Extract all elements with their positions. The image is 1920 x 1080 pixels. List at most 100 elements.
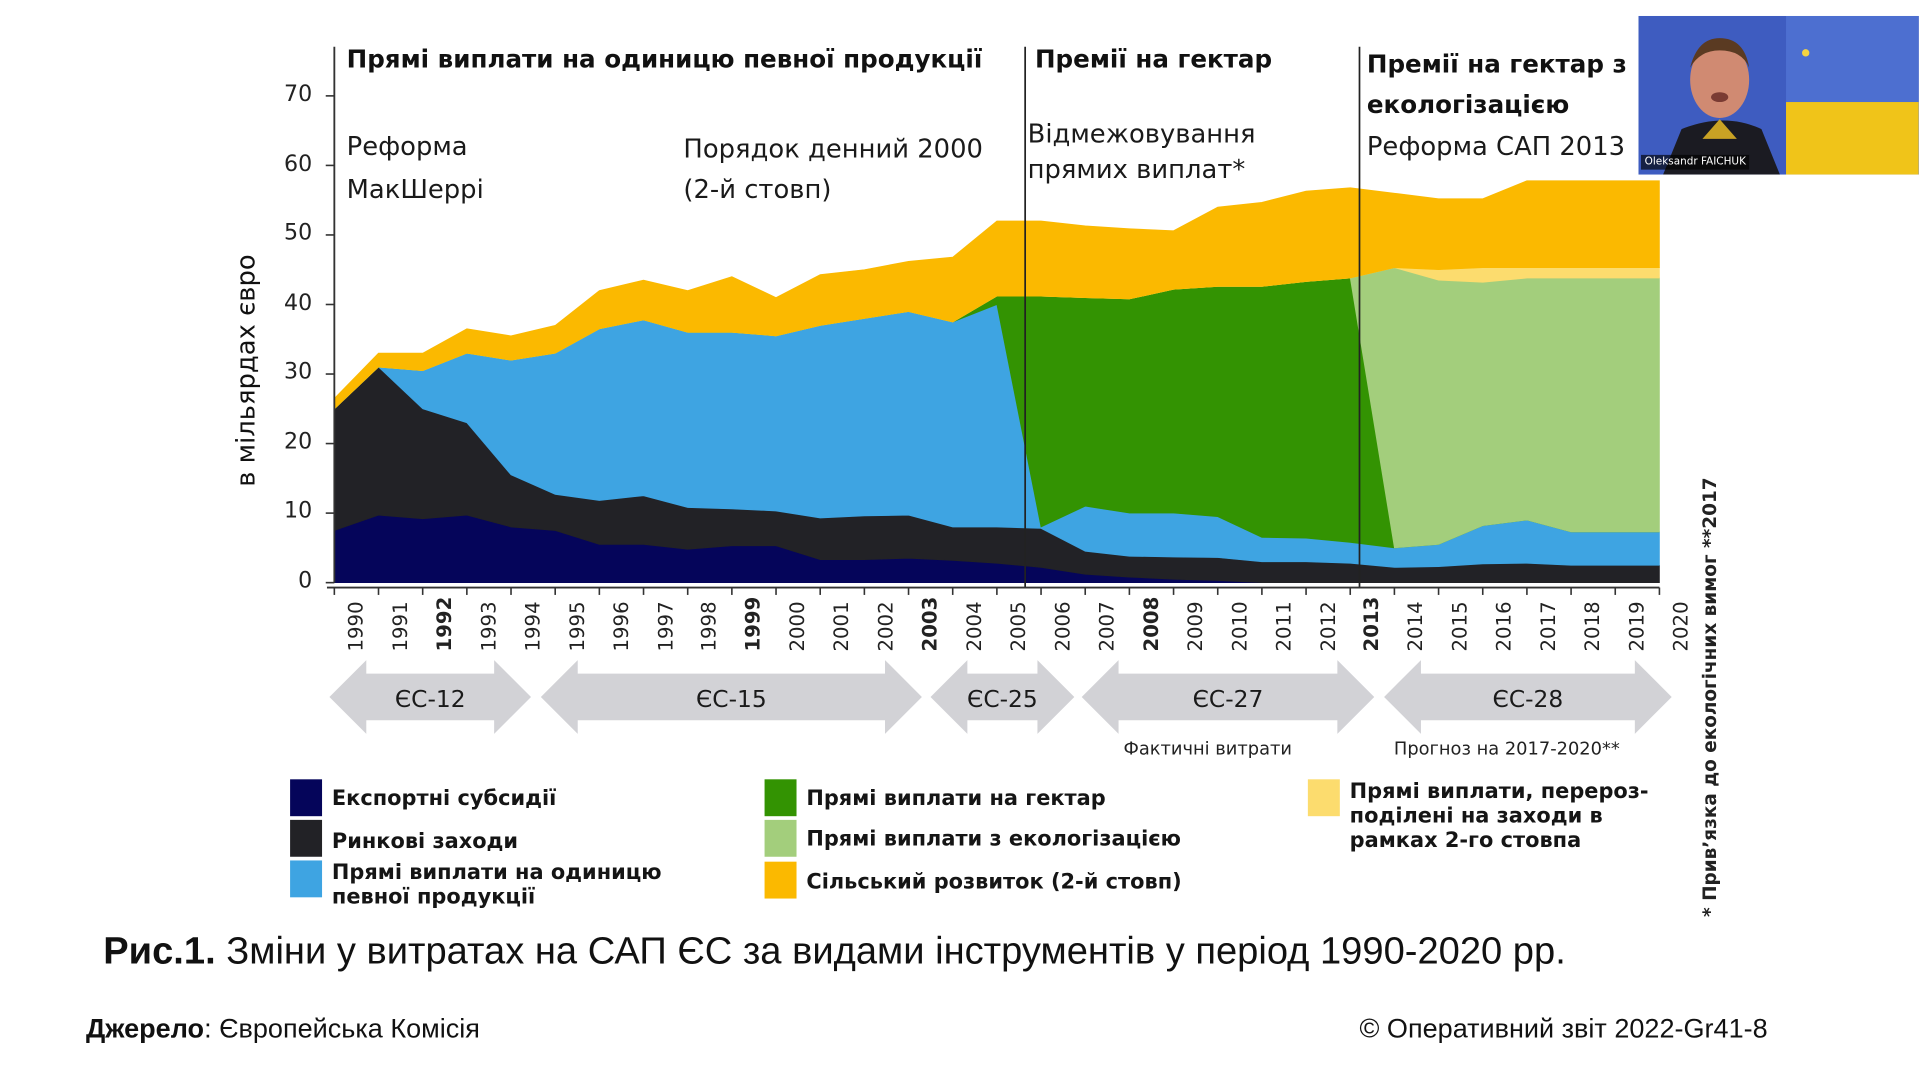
x-tick-label: 1994 [520, 601, 545, 652]
legend-label-line: поділені на заходи в [1349, 803, 1603, 829]
phase3-title-line2: екологізацією [1366, 89, 1570, 120]
area-series-6 [333, 180, 1660, 410]
legend-label: Ринкові заходи [331, 829, 519, 855]
x-tick-label: 2014 [1404, 601, 1428, 652]
x-tick-label: 1996 [609, 601, 633, 652]
figure-number: Рис.1. [103, 929, 216, 973]
x-tick-label: 2002 [874, 601, 898, 652]
x-tick-label: 1998 [697, 601, 721, 652]
x-tick-label: 2003 [918, 596, 942, 652]
reform-macsharry-line2: МакШеррі [346, 174, 484, 205]
decoupling-line2: прямих виплат* [1027, 154, 1246, 185]
x-tick-label: 2016 [1492, 601, 1516, 652]
legend-label: Прямі виплати на гектар [806, 786, 1106, 812]
participant-name: Oleksandr FAICHUK [1640, 154, 1750, 170]
y-tick-label: 0 [298, 567, 313, 594]
x-tick-label: 2005 [1006, 601, 1031, 652]
x-tick-label: 2012 [1315, 601, 1340, 652]
x-tick-label: 2008 [1139, 596, 1163, 652]
x-tick-label: 2000 [785, 601, 810, 652]
webcam-video-frame [1638, 15, 1919, 175]
legend-market-measures: Ринкові заходи [290, 819, 519, 857]
x-tick-label: 2011 [1271, 601, 1296, 652]
legend-coupled-payments: Прямі виплати на одиницю певної продукці… [290, 860, 662, 910]
x-tick-label: 1993 [476, 601, 501, 652]
x-tick-label: 2020 [1669, 601, 1693, 652]
legend-rural-development: Сільський розвиток (2-й стовп) [764, 861, 1182, 899]
legend-label-line: певної продукції [331, 885, 536, 910]
legend-swatch [290, 860, 323, 898]
era-arrows: ЄС-12 ЄС-15 ЄС-25 ЄС-27 ЄС-28 [329, 660, 1672, 734]
phase1-title: Прямі виплати на одиницю певної продукці… [346, 44, 983, 74]
reform-2013: Реформа САП 2013 [1366, 131, 1626, 162]
era-arrow-ЄС-25 [930, 660, 1075, 734]
legend-greening-payments: Прямі виплати з екологізацією [764, 819, 1181, 857]
footnote-vertical: * Прив’язка до екологічних вимог **2017 [1698, 477, 1721, 917]
y-tick-label: 10 [284, 498, 313, 525]
legend-decoupled-payments: Прямі виплати на гектар [764, 779, 1106, 817]
agenda2000-line1: Порядок денний 2000 [683, 133, 983, 164]
x-tick-label: 2001 [830, 601, 854, 652]
legend-label: Прямі виплати з екологізацією [806, 827, 1181, 852]
x-tick-label: 1991 [388, 601, 412, 652]
source-value: : Європейська Комісія [204, 1012, 480, 1044]
legend-swatch [764, 779, 797, 817]
source-line: Джерело: Європейська Комісія [86, 1013, 480, 1045]
legend-label: Прямі виплати на одиницю певної продукці… [332, 860, 662, 909]
legend-swatch [290, 779, 323, 817]
era-label: ЄС-28 [1493, 685, 1564, 713]
webcam-video-tile[interactable]: Oleksandr FAICHUK [1638, 15, 1919, 175]
axes [325, 46, 1661, 595]
legend-export-subsidies: Експортні субсидії [290, 779, 557, 817]
source-label: Джерело [86, 1012, 205, 1044]
x-tick-label: 2017 [1536, 601, 1561, 652]
era-arrow-ЄС-28 [1384, 660, 1672, 734]
legend-label: Прямі виплати, перероз- поділені на захо… [1350, 779, 1649, 853]
copyright-note: © Оперативний звіт 2022-Gr41-8 [1359, 1012, 1768, 1044]
legend-swatch [290, 819, 323, 857]
era-arrow-ЄС-15 [540, 660, 922, 734]
area-series-group [333, 180, 1660, 584]
x-tick-label: 2007 [1095, 601, 1119, 652]
phase2-title: Премії на гектар [1034, 44, 1273, 74]
x-tick-label: 2006 [1050, 601, 1075, 652]
figure-caption: Рис.1. Зміни у витратах на САП ЄС за вид… [103, 929, 1566, 973]
x-tick-label: 2015 [1448, 601, 1472, 652]
figure-caption-text: Зміни у витратах на САП ЄС за видами інс… [215, 929, 1566, 973]
phase-dividers [1024, 46, 1361, 588]
legend-label: Експортні субсидії [331, 786, 557, 812]
legend-label-line: Прямі виплати, перероз- [1349, 779, 1649, 804]
x-tick-label: 2018 [1580, 601, 1605, 652]
decoupling-line1: Відмежовування [1027, 119, 1256, 149]
agenda2000-line2: (2-й стовп) [683, 174, 832, 205]
actual-spending-note: Фактичні витрати [1123, 739, 1292, 760]
y-tick-label: 70 [284, 81, 313, 107]
y-tick-label: 50 [284, 220, 313, 247]
x-tick-label: 1990 [344, 601, 368, 652]
era-label: ЄС-15 [696, 685, 767, 713]
legend-swatch [1307, 779, 1340, 817]
era-arrow-ЄС-12 [329, 660, 532, 734]
legend-swatch [764, 861, 797, 899]
y-tick-label: 60 [284, 150, 313, 177]
x-tick-label: 1997 [653, 601, 677, 652]
x-tick-label: 2010 [1227, 601, 1251, 652]
x-tick-label: 1999 [741, 596, 766, 652]
phase3-title-line1: Премії на гектар з [1366, 49, 1627, 79]
x-tick-label: 1995 [565, 601, 589, 652]
y-tick-label: 20 [284, 428, 313, 455]
x-tick-label: 2009 [1183, 601, 1207, 652]
legend-label-line: Прямі виплати на одиницю [331, 860, 662, 886]
reform-macsharry-line1: Реформа [346, 131, 468, 162]
legend-swatch [764, 819, 797, 857]
era-arrow-ЄС-27 [1081, 660, 1375, 734]
era-label: ЄС-25 [967, 685, 1038, 713]
x-tick-label: 2019 [1625, 601, 1649, 652]
legend-label: Сільський розвиток (2-й стовп) [806, 870, 1182, 895]
legend-label-line: рамках 2-го стовпа [1349, 828, 1582, 854]
era-label: ЄС-27 [1193, 685, 1264, 713]
legend-redistributed-payments: Прямі виплати, перероз- поділені на захо… [1307, 779, 1649, 853]
x-tick-label: 2004 [962, 601, 986, 652]
x-tick-label: 1992 [432, 596, 456, 652]
